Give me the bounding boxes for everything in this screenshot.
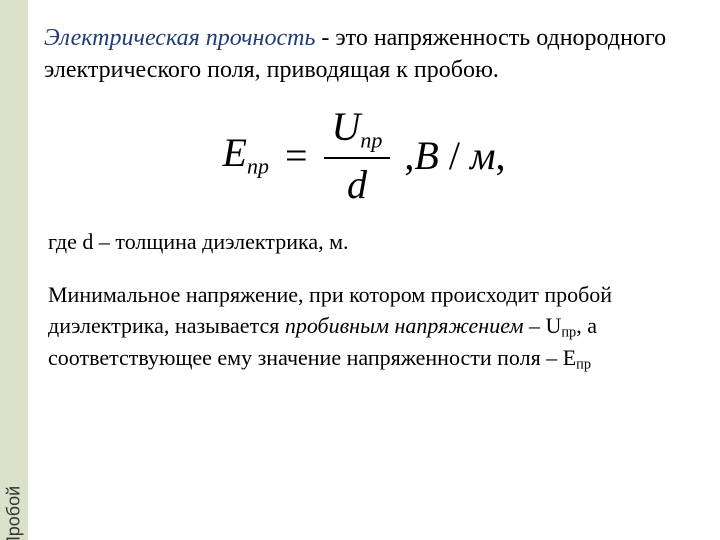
formula-denominator: d (324, 159, 391, 207)
formula-fraction: Unp d (324, 105, 391, 207)
where-rest: – толщина диэлектрика, м. (93, 229, 348, 254)
formula-unit-slash: / (439, 133, 470, 178)
formula: Enp = Unp d ,В / м, (223, 105, 506, 207)
para-italic: пробивным напряжением (285, 313, 524, 338)
formula-E-sub: np (247, 154, 269, 179)
slide-content: Электрическая прочность - это напряженно… (44, 22, 684, 375)
definition-paragraph: Электрическая прочность - это напряженно… (44, 22, 684, 87)
para-part2: – U (523, 313, 561, 338)
para-sub1: пр (561, 324, 576, 340)
formula-tail: ,В / м, (404, 136, 505, 176)
formula-equals: = (285, 136, 308, 176)
formula-E: E (223, 130, 247, 175)
formula-unit-m: м (470, 133, 496, 178)
formula-comma2: , (495, 133, 505, 178)
formula-U: U (332, 104, 361, 149)
sidebar: Пробой (0, 0, 28, 540)
sidebar-label: Пробой (4, 486, 25, 540)
formula-lhs: Enp (223, 133, 269, 178)
definition-term: Электрическая прочность (44, 25, 315, 51)
formula-block: Enp = Unp d ,В / м, (44, 105, 684, 207)
where-line: где d – толщина диэлектрика, м. (48, 227, 684, 257)
where-var: d (82, 229, 93, 254)
where-prefix: где (48, 229, 82, 254)
para-sub2: пр (576, 357, 591, 373)
formula-unit-V: В (414, 133, 438, 178)
formula-comma1: , (404, 133, 414, 178)
explanation-paragraph: Минимальное напряжение, при котором прои… (48, 280, 658, 375)
formula-U-sub: np (360, 127, 382, 152)
formula-numerator: Unp (324, 105, 391, 159)
